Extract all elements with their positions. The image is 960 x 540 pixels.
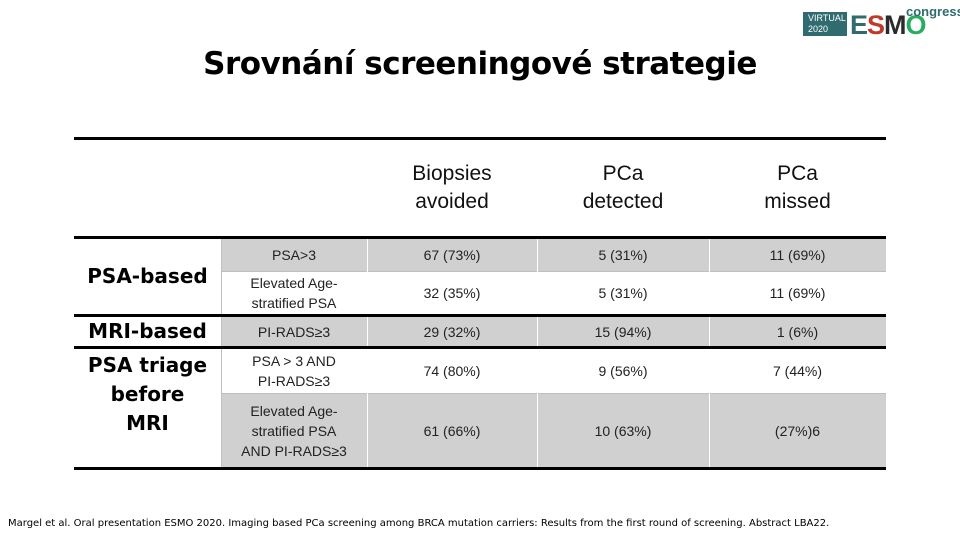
comparison-table: Biopsies avoided PCa detected PCa missed… <box>74 137 886 470</box>
pca-detected-cell: 10 (63%) <box>594 422 652 439</box>
header-pca-detected: PCa detected <box>582 162 664 213</box>
column-divider <box>221 238 222 467</box>
row-divider <box>74 393 221 394</box>
group-psa-based: PSA-based <box>87 264 208 288</box>
group-mri-based: MRI-based <box>88 319 207 343</box>
criterion-cell: Elevated Age- stratified PSA AND PI-RADS… <box>241 402 347 459</box>
criterion-cell: PSA>3 <box>272 247 316 263</box>
pca-detected-cell: 15 (94%) <box>594 323 652 340</box>
row-band-1 <box>221 238 886 271</box>
table-top-rule <box>74 137 886 140</box>
pca-detected-cell: 5 (31%) <box>598 247 648 263</box>
virtual-label: VIRTUAL <box>808 13 846 23</box>
pca-missed-cell: 11 (69%) <box>769 247 826 263</box>
header-pca-missed: PCa missed <box>764 162 831 213</box>
group-psa-triage-before-mri: PSA triage before MRI <box>87 352 208 435</box>
biopsies-avoided-cell: 32 (35%) <box>423 285 481 301</box>
column-divider <box>709 238 710 467</box>
citation-footnote: Margel et al. Oral presentation ESMO 202… <box>8 518 830 529</box>
slide-title: Srovnání screeningové strategie <box>203 46 757 82</box>
pca-missed-cell: 7 (44%) <box>772 363 823 379</box>
pca-missed-cell: 11 (69%) <box>769 285 826 301</box>
row-band-5 <box>221 393 886 467</box>
row-divider <box>221 393 886 394</box>
congress-wordmark: congress <box>906 4 960 19</box>
row-divider <box>221 271 886 272</box>
column-divider <box>537 238 538 467</box>
group-rule <box>74 346 886 349</box>
criterion-cell: PSA > 3 AND PI-RADS≥3 <box>252 353 336 389</box>
criterion-cell: PI-RADS≥3 <box>257 323 331 340</box>
header-rule <box>74 236 886 239</box>
column-divider <box>367 238 368 467</box>
biopsies-avoided-cell: 74 (80%) <box>423 363 481 379</box>
row-band-3 <box>221 317 886 346</box>
pca-missed-cell: (27%)6 <box>774 422 821 439</box>
year-label: 2020 <box>808 24 829 34</box>
virtual-2020-badge: VIRTUAL 2020 <box>803 12 847 36</box>
esmo-wordmark: ESMO <box>850 10 927 40</box>
biopsies-avoided-cell: 61 (66%) <box>423 422 481 439</box>
criterion-cell: Elevated Age- stratified PSA <box>250 275 338 311</box>
pca-detected-cell: 5 (31%) <box>598 285 648 301</box>
esmo-congress-logo: VIRTUAL 2020 ESMO congress <box>803 4 960 40</box>
header-biopsies-avoided: Biopsies avoided <box>412 162 492 213</box>
pca-missed-cell: 1 (6%) <box>776 323 819 340</box>
biopsies-avoided-cell: 67 (73%) <box>423 247 481 263</box>
pca-detected-cell: 9 (56%) <box>598 363 648 379</box>
table-bottom-rule <box>74 467 886 470</box>
group-rule <box>74 314 886 317</box>
biopsies-avoided-cell: 29 (32%) <box>423 323 481 340</box>
